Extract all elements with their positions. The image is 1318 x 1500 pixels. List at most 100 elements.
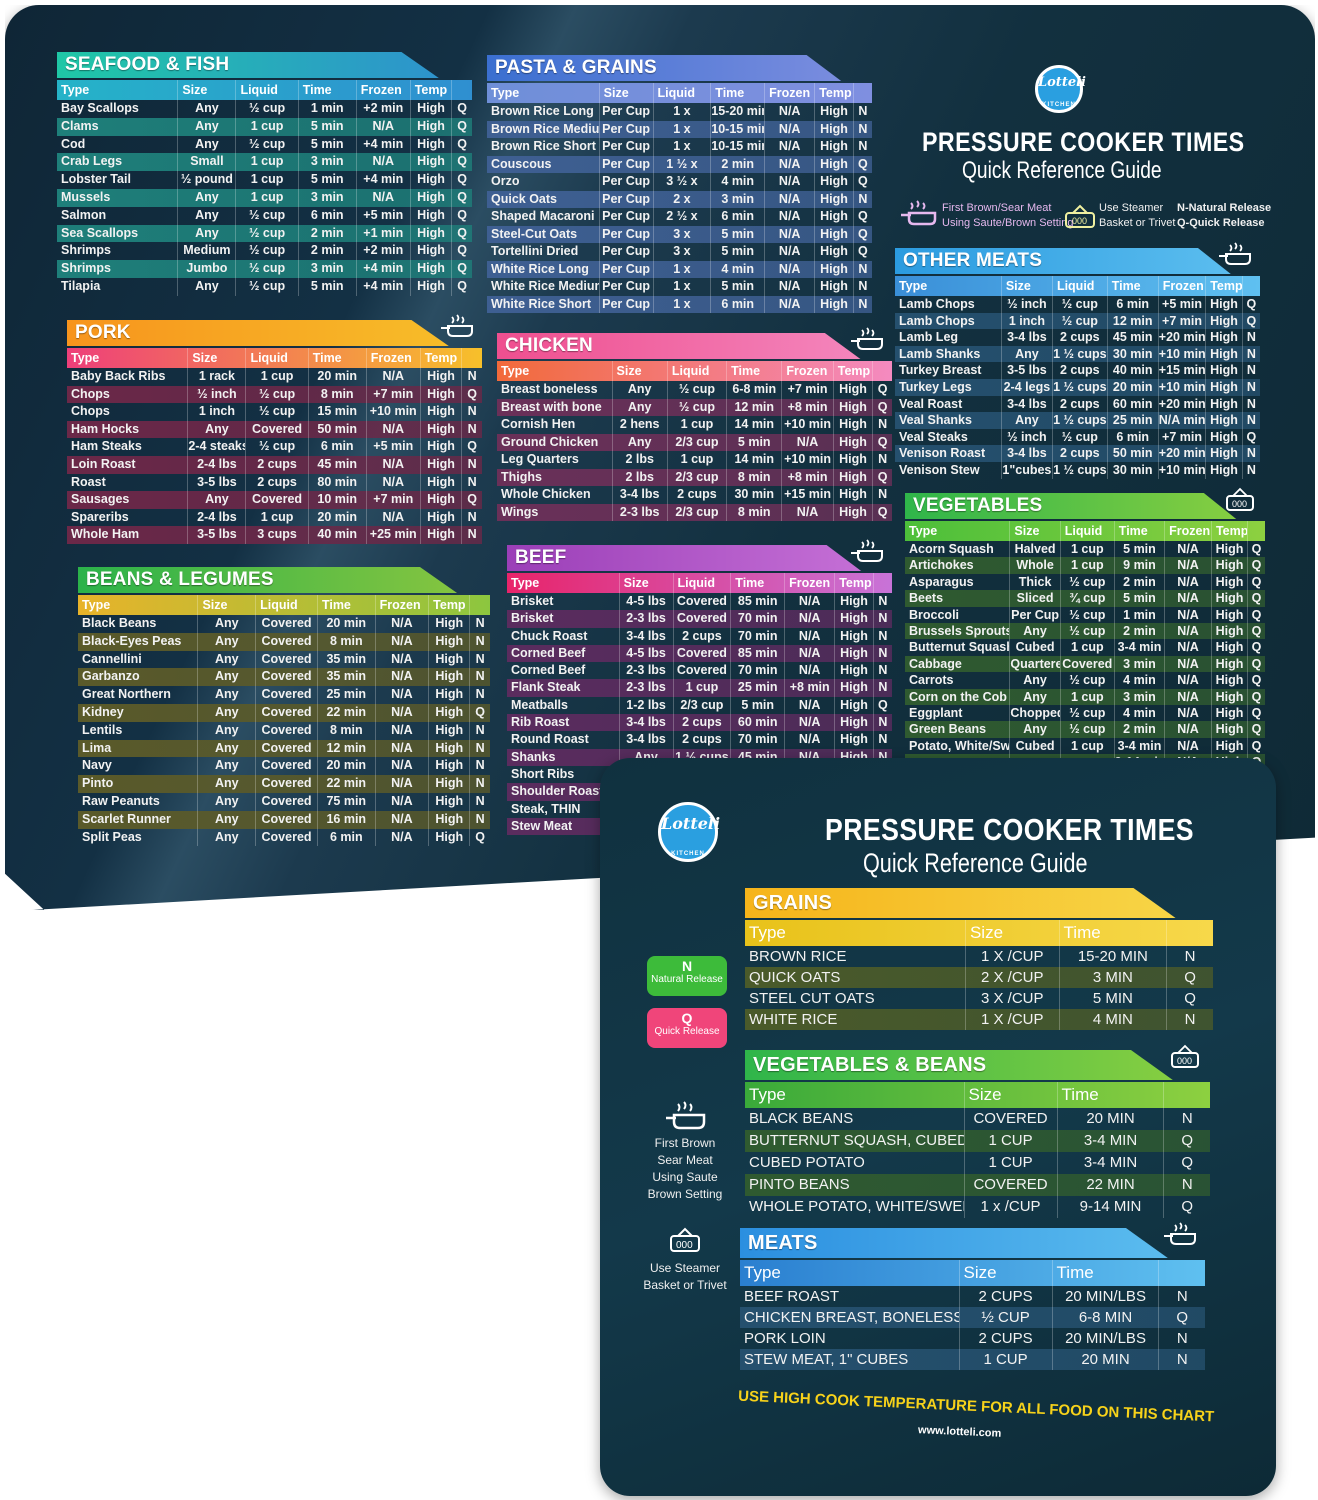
table-cell: 75 min xyxy=(316,792,375,811)
table-row: Green Beans Any ½ cup 2 min N/A High Q xyxy=(905,721,1265,738)
table-cell: High xyxy=(1210,672,1247,689)
section-title: OTHER MEATS xyxy=(895,248,1231,274)
column-header: Type xyxy=(82,598,111,612)
table-cell: High xyxy=(1210,704,1247,722)
table-cell: High xyxy=(1210,639,1247,656)
table-cell: Any xyxy=(177,224,235,243)
table-cell: N xyxy=(872,627,892,645)
table-cell: High xyxy=(1205,395,1242,413)
table-cell: High xyxy=(419,403,462,421)
table-cell: N xyxy=(872,416,892,434)
saute-pan-icon xyxy=(441,314,473,337)
table-cell: 60 min xyxy=(730,714,784,732)
column-header: Type xyxy=(749,1085,786,1104)
table-cell: N xyxy=(872,610,892,628)
table-row: Shrimps Medium ½ cup 2 min +2 min High Q xyxy=(57,242,472,261)
table-cell: N xyxy=(872,679,892,697)
table-cell: +8 min xyxy=(784,679,834,697)
table-cell: N xyxy=(1241,412,1260,429)
table-cell: 1 cup xyxy=(666,451,726,469)
table-cell: N/A xyxy=(764,138,814,156)
natural-release-badge: N Natural Release xyxy=(647,956,727,996)
table-cell: Q xyxy=(1166,967,1213,988)
column-header-row: Type Size Liquid Time Frozen Temp xyxy=(57,80,472,100)
column-header: Liquid xyxy=(652,83,711,103)
table-cell: 1 cup xyxy=(245,508,307,527)
table-cell: 3-4 lbs xyxy=(618,627,673,645)
table-cell: Eggplant xyxy=(909,705,963,720)
table-cell: N/A xyxy=(374,668,429,687)
table-cell: Quick Oats xyxy=(491,191,557,206)
table-cell: N xyxy=(872,593,892,611)
table-row: Leg Quarters 2 lbs 1 cup 14 min +10 min High N xyxy=(497,451,892,469)
table-row: Kidney Any Covered 22 min N/A High Q xyxy=(78,703,490,722)
table-cell: Q xyxy=(461,438,482,456)
website-url: www.lotteli.com xyxy=(917,1424,1002,1440)
table-cell: Raw Peanuts xyxy=(82,793,160,808)
table-cell: Q xyxy=(872,503,892,521)
column-header xyxy=(469,595,490,615)
table-row: Bay Scallops Any ½ cup 1 min +2 min High Q xyxy=(57,100,472,118)
table-cell: 1 x xyxy=(652,295,711,313)
table-cell: 2/3 cup xyxy=(666,468,726,486)
table-row: STEEL CUT OATS 3 X /CUP 5 MIN Q xyxy=(745,988,1213,1009)
table-cell: Q xyxy=(1246,590,1265,607)
table-cell: STEEL CUT OATS xyxy=(749,990,875,1007)
table-cell: N xyxy=(852,138,872,156)
table-cell: N/A xyxy=(1164,639,1211,656)
table-cell: N/A xyxy=(1164,672,1211,689)
table-cell: CUBED POTATO xyxy=(749,1154,865,1171)
page-title: PRESSURE COOKER TIMES xyxy=(825,812,1194,847)
column-header: Type xyxy=(491,86,520,100)
table-cell: 1 cup xyxy=(245,368,307,386)
table-cell: Any xyxy=(197,615,255,633)
table-cell: Any xyxy=(197,650,255,669)
table-cell: Covered xyxy=(245,491,307,509)
table-cell: 40 min xyxy=(1106,362,1158,379)
table-cell: N/A xyxy=(355,117,410,136)
table-row: Corn on the Cob Any 1 cup 3 min N/A High Q xyxy=(905,688,1265,705)
table-cell: Q xyxy=(1246,557,1265,574)
table-cell: High xyxy=(428,668,469,687)
table-row: Baby Back Ribs 1 rack 1 cup 20 min N/A High N xyxy=(67,368,482,386)
table-cell: 1 x xyxy=(652,103,711,121)
saute-legend-line: Using Saute/Brown Setting xyxy=(942,217,1074,229)
table-cell: High xyxy=(834,593,873,611)
table-cell: High xyxy=(814,260,853,278)
table-cell: Any xyxy=(197,810,255,829)
table-row: Brussels Sprouts Any ½ cup 2 min N/A High Q xyxy=(905,622,1265,640)
table-cell: High xyxy=(832,416,873,434)
table-cell: 2 X /CUP xyxy=(964,967,1059,988)
table-row: Flank Steak 2-3 lbs 1 cup 25 min +8 min High N xyxy=(507,679,892,697)
table-cell: N xyxy=(1166,1009,1213,1030)
table-cell: High xyxy=(1210,606,1247,623)
table-row: Chops 1 inch ½ cup 15 min +10 min High N xyxy=(67,403,482,421)
table-cell: High xyxy=(832,503,873,521)
table-cell: 3 min xyxy=(297,153,356,172)
badge-label: Quick Release xyxy=(654,1026,720,1037)
table-row: BLACK BEANS COVERED 20 MIN N xyxy=(745,1108,1210,1130)
table-cell: N xyxy=(461,455,482,474)
table-cell: High xyxy=(814,243,853,261)
table-cell: 20 min xyxy=(1106,378,1158,396)
table-cell: Any xyxy=(611,398,667,416)
table-cell: N/A xyxy=(764,295,814,313)
table-cell: 3 X /CUP xyxy=(964,988,1059,1009)
table-cell: 10-15 min xyxy=(710,120,764,138)
table-row: BUTTERNUT SQUASH, CUBED 1 CUP 3-4 MIN Q xyxy=(745,1130,1210,1152)
table-cell: 3-5 lbs xyxy=(1000,362,1052,379)
column-header: Liquid xyxy=(1051,276,1107,296)
column-header: Temp xyxy=(409,80,452,100)
column-header: Type xyxy=(61,83,90,97)
table-cell: Covered xyxy=(672,593,731,611)
table-cell: Rib Roast xyxy=(511,715,570,730)
table-cell: CHICKEN BREAST, BONELESS xyxy=(744,1309,959,1326)
table-cell: 3-4 MIN xyxy=(1056,1130,1164,1152)
table-cell: 4-5 lbs xyxy=(618,593,673,611)
table-cell: 2-4 legs xyxy=(1000,378,1052,396)
table-row: Spareribs 2-4 lbs 1 cup 20 min N/A High N xyxy=(67,508,482,527)
column-header xyxy=(461,348,482,368)
table-cell: 70 min xyxy=(730,627,784,645)
table-cell: 2 cups xyxy=(1051,362,1107,379)
